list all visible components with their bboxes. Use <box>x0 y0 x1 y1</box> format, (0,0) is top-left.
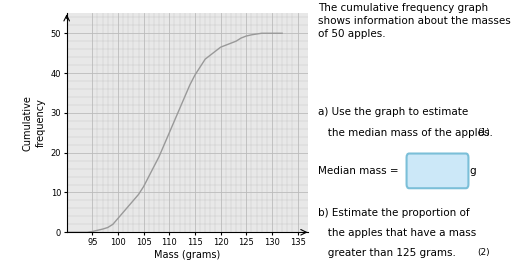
Text: Median mass =: Median mass = <box>318 166 402 175</box>
Text: b) Estimate the proportion of: b) Estimate the proportion of <box>318 208 470 218</box>
Text: a) Use the graph to estimate: a) Use the graph to estimate <box>318 107 468 117</box>
Text: the apples that have a mass: the apples that have a mass <box>318 228 476 238</box>
Text: (2): (2) <box>477 248 490 257</box>
FancyBboxPatch shape <box>407 154 468 188</box>
Text: The cumulative frequency graph
shows information about the masses
of 50 apples.: The cumulative frequency graph shows inf… <box>318 3 511 39</box>
Text: (1): (1) <box>477 128 490 137</box>
Text: g: g <box>469 166 476 175</box>
X-axis label: Mass (grams): Mass (grams) <box>154 250 221 260</box>
Text: the median mass of the apples.: the median mass of the apples. <box>318 128 493 138</box>
Text: greater than 125 grams.: greater than 125 grams. <box>318 248 456 258</box>
Y-axis label: Cumulative
frequency: Cumulative frequency <box>23 95 46 151</box>
